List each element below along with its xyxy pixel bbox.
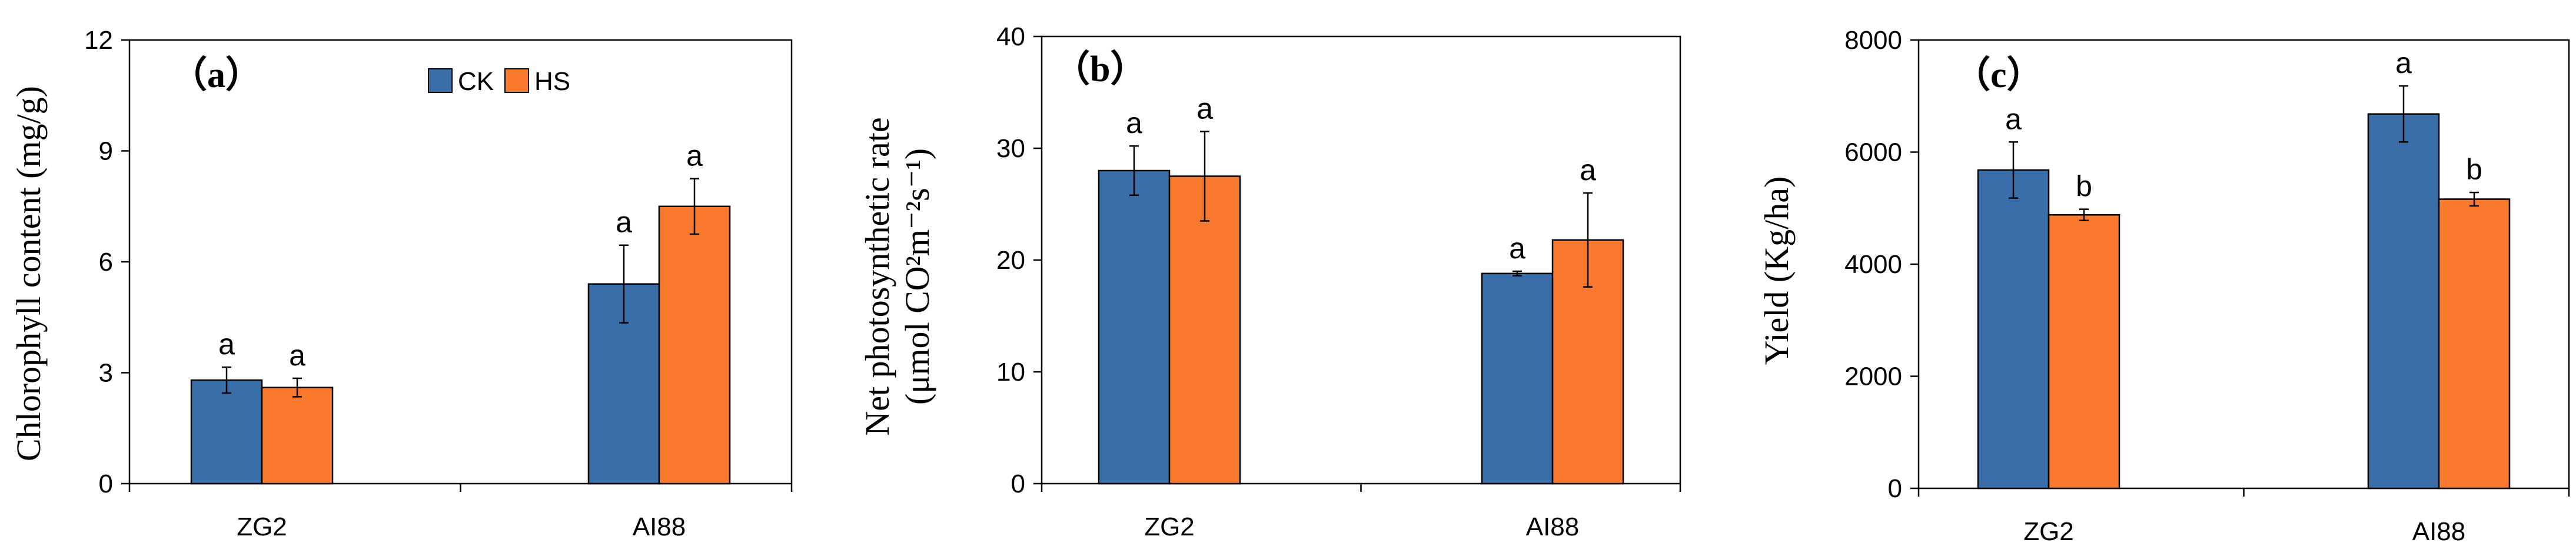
x-category-label: ZG2 <box>1144 512 1195 541</box>
y-tick-label: 0 <box>1011 470 1025 498</box>
y-tick-label: 6 <box>99 248 113 277</box>
chart-panel-b: Net photosynthetic rate (μmol CO²m⁻²s⁻¹)… <box>858 22 1681 541</box>
significance-letter: a <box>616 206 632 239</box>
y-tick-label: 0 <box>1888 474 1902 503</box>
x-category-label: AI88 <box>2412 517 2466 546</box>
plot-area: 0 2000 4000 6000 8000 ZG2 a b AI88 a b <box>1844 26 2570 546</box>
chart-panel-a: Chlorophyll content (mg/g) （a） CK HS 0 3 6… <box>9 26 793 541</box>
y-tick-label: 4000 <box>1844 250 1902 279</box>
legend-label-ck: CK <box>458 67 494 96</box>
significance-letter: a <box>1196 92 1213 125</box>
y-tick-label: 40 <box>996 22 1025 51</box>
plot-area: 0 3 6 9 12 ZG2 a a AI88 a a <box>84 26 793 541</box>
significance-letter: a <box>1126 106 1142 139</box>
y-tick-label: 8000 <box>1844 26 1902 55</box>
y-tick-label: 6000 <box>1844 138 1902 167</box>
significance-letter: a <box>686 139 703 172</box>
x-category-label: AI88 <box>1526 512 1580 541</box>
bar-hs-zg2 <box>2047 214 2120 490</box>
significance-letter: a <box>2005 102 2022 135</box>
bar-ck-ai88 <box>1481 272 1554 485</box>
significance-letter: a <box>1509 232 1525 265</box>
chart-panel-c: Yield (Kg/ha) （c） 0 2000 4000 6000 8000 ZG2 a b… <box>1757 26 2570 546</box>
bar-ck-zg2 <box>190 379 263 485</box>
bar-ck-zg2 <box>1098 169 1171 485</box>
significance-letter: b <box>2466 153 2482 186</box>
plot-area: 0 10 20 30 40 ZG2 a a AI88 a a <box>996 22 1681 541</box>
legend-label-hs: HS <box>534 67 570 96</box>
legend-swatch-ck <box>428 68 453 93</box>
significance-letter: a <box>289 339 305 372</box>
panel-label: （a） <box>171 54 262 95</box>
bar-hs-zg2 <box>1168 175 1241 485</box>
y-tick-label: 2000 <box>1844 362 1902 391</box>
bar-ck-zg2 <box>1977 169 2050 490</box>
y-tick-label: 12 <box>84 26 113 55</box>
bar-ck-ai88 <box>2367 113 2440 490</box>
y-tick-label: 0 <box>99 470 113 498</box>
x-category-label: ZG2 <box>237 512 287 541</box>
panel-label: （c） <box>1954 54 2043 95</box>
y-axis-label: Yield (Kg/ha) <box>1757 177 1796 365</box>
bar-hs-zg2 <box>261 387 334 485</box>
x-category-label: AI88 <box>633 512 686 541</box>
legend-swatch-hs <box>504 68 529 93</box>
y-tick-label: 3 <box>99 359 113 388</box>
y-axis-label-line-2: (μmol CO²m⁻²s⁻¹) <box>898 148 936 405</box>
significance-letter: b <box>2076 170 2092 203</box>
y-tick-label: 20 <box>996 246 1025 275</box>
significance-letter: a <box>218 328 235 361</box>
significance-letter: a <box>1580 154 1596 187</box>
y-axis-label-line-1: Net photosynthetic rate <box>858 117 896 435</box>
bar-hs-ai88 <box>2438 198 2511 490</box>
y-tick-label: 30 <box>996 134 1025 163</box>
legend: CK HS <box>428 67 570 96</box>
x-category-label: ZG2 <box>2023 517 2074 546</box>
bar-hs-ai88 <box>658 205 731 485</box>
y-tick-label: 9 <box>99 137 113 166</box>
y-axis-label: Chlorophyll content (mg/g) <box>9 86 48 461</box>
panel-label: （b） <box>1053 48 1146 89</box>
significance-letter: a <box>2395 46 2412 79</box>
y-tick-label: 10 <box>996 358 1025 387</box>
